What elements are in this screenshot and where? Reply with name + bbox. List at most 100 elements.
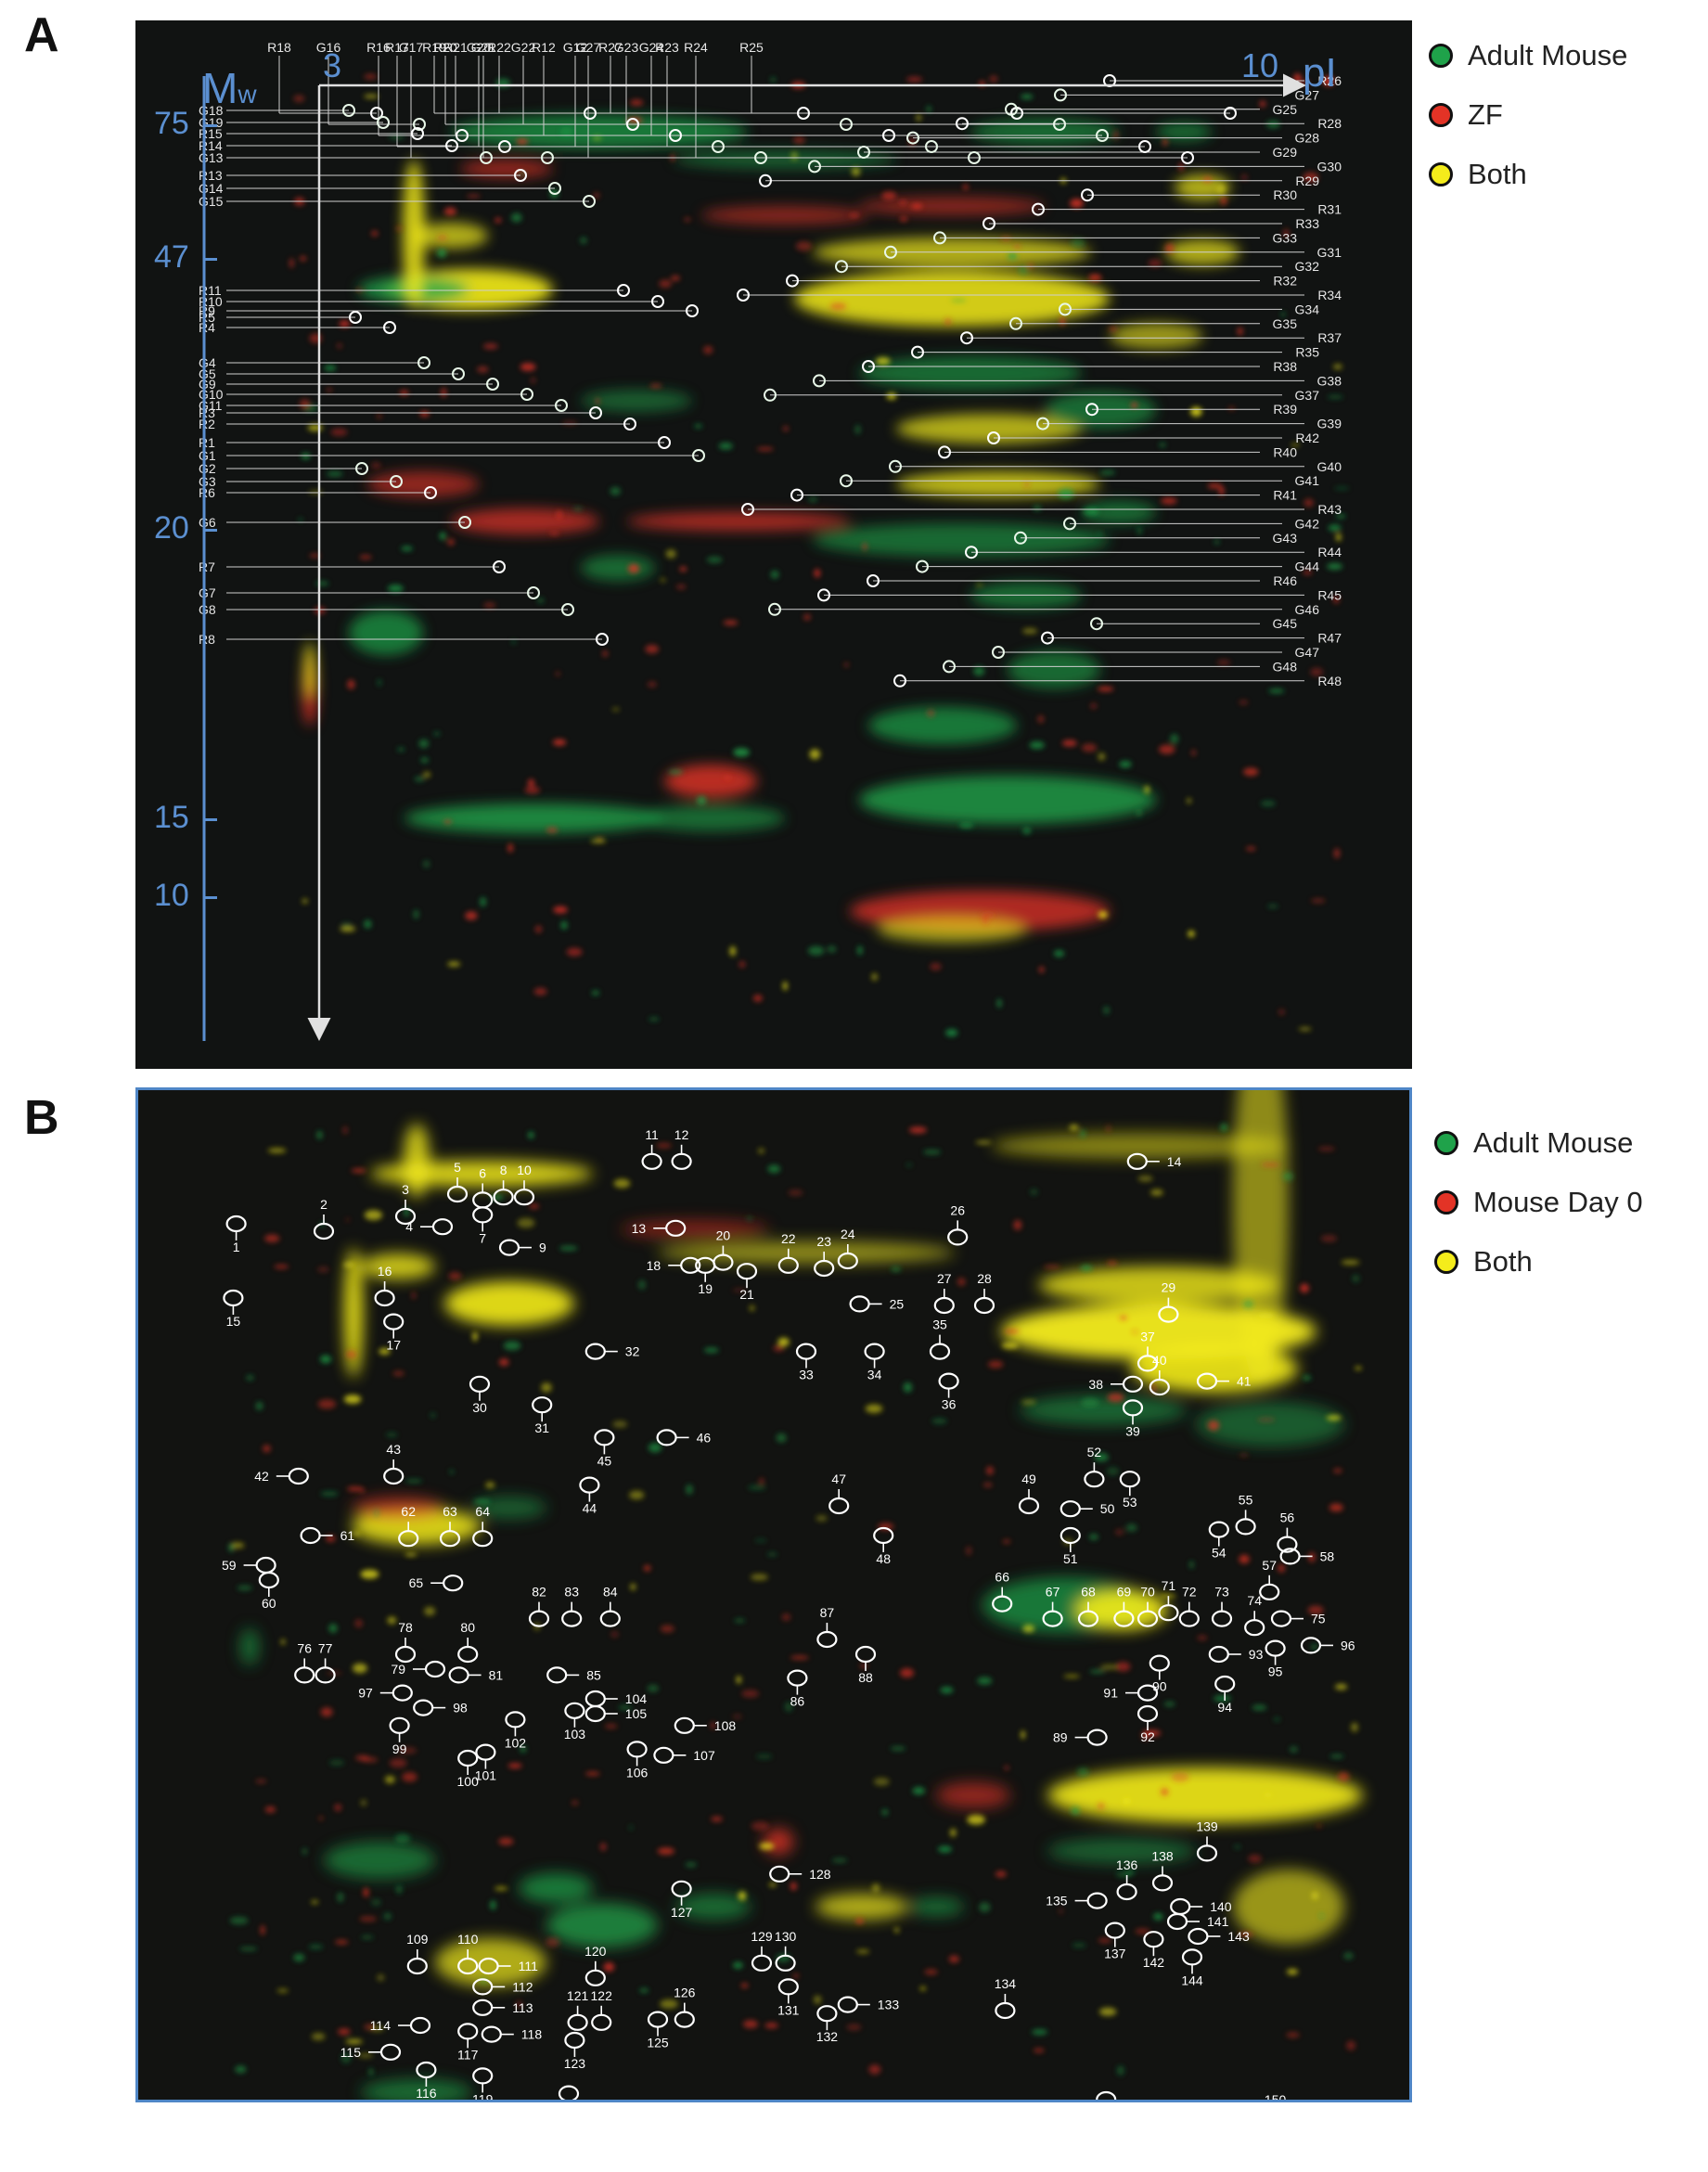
gel-speckle (795, 240, 812, 251)
spot-number: 25 (890, 1296, 905, 1311)
spot-ring (816, 1630, 838, 1649)
gel-speckle (1004, 1329, 1020, 1333)
gel-speckle (477, 366, 489, 373)
spot-marker-141: 141 (1166, 1912, 1229, 1931)
legend-b-item: Adult Mouse (1434, 1113, 1643, 1173)
gel-speckle (1100, 1664, 1119, 1670)
spot-number: 93 (1249, 1647, 1264, 1662)
gel-speckle (260, 1924, 265, 1935)
gel-speckle (752, 995, 763, 1002)
gel-speckle (718, 443, 733, 450)
spot-number: 137 (1104, 1947, 1126, 1961)
spot-label: R46 (1273, 573, 1297, 588)
spot-ring (777, 1978, 799, 1996)
spot-marker-120: 120 (584, 1944, 607, 1986)
gel-speckle (520, 1745, 527, 1753)
spot-number: 55 (1239, 1492, 1253, 1507)
spot-marker-90: 90 (1149, 1654, 1170, 1694)
gel-speckle (1216, 660, 1231, 665)
spot-number: 9 (539, 1240, 546, 1255)
gel-speckle (1207, 1420, 1220, 1431)
spot-marker (486, 378, 499, 391)
gel-speckle (1063, 1674, 1080, 1678)
gel-speckle (751, 1821, 769, 1831)
gel-speckle (593, 192, 600, 199)
spot-marker-108: 108 (674, 1716, 736, 1734)
spot-ring (1018, 1497, 1040, 1515)
gel-spot (908, 1897, 964, 1916)
gel-speckle (1303, 570, 1313, 575)
gel-speckle (368, 2067, 373, 2076)
gel-speckle (1098, 1802, 1105, 1810)
gel-speckle (1143, 1729, 1162, 1737)
gel-spot (403, 160, 425, 308)
gel-speckle (246, 1375, 254, 1381)
spot-marker-85: 85 (546, 1666, 601, 1684)
spot-label: G44 (1295, 559, 1320, 574)
spot-ring (475, 1743, 496, 1761)
gel-speckle (975, 1140, 992, 1145)
spot-number: 112 (512, 1979, 533, 1994)
gel-speckle (524, 786, 541, 794)
gel-speckle (370, 462, 381, 469)
gel-speckle (405, 1553, 417, 1557)
spot-marker-67: 67 (1042, 1585, 1063, 1627)
spot-label: G21 (471, 40, 496, 55)
spot-number: 107 (693, 1748, 715, 1763)
spot-marker (797, 107, 810, 120)
spot-label: R25 (739, 40, 764, 55)
spot-number: 103 (564, 1727, 586, 1741)
gel-speckle (1286, 2032, 1300, 2038)
spot-number: 102 (505, 1735, 527, 1750)
spot-number: 122 (591, 1988, 613, 2003)
spot-ring (392, 1684, 413, 1702)
gel-speckle (944, 318, 951, 326)
spot-label: R38 (1273, 359, 1297, 374)
gel-speckle (1291, 443, 1301, 447)
gel-speckle (1245, 846, 1256, 851)
gel-speckle (364, 919, 372, 929)
spot-ring (498, 1239, 520, 1256)
spot-marker-79: 79 (391, 1660, 446, 1678)
spot-ring (457, 1749, 479, 1767)
spot-marker-104: 104 (584, 1690, 647, 1708)
gel-speckle (875, 356, 891, 366)
gel-speckle (560, 920, 568, 930)
spot-marker-59: 59 (222, 1556, 276, 1574)
gel-speckle (815, 1515, 828, 1522)
gel-speckle (549, 532, 560, 535)
spot-ring (406, 1957, 428, 1975)
spot-marker-2: 2 (313, 1197, 335, 1240)
spot-marker-24: 24 (837, 1227, 858, 1270)
gel-speckle (1239, 1453, 1249, 1457)
gel-speckle (1097, 687, 1114, 692)
gel-speckle (1311, 1644, 1317, 1650)
spot-number: 133 (878, 1998, 900, 2012)
spot-number: 140 (1210, 1899, 1232, 1914)
gel-speckle (1098, 910, 1108, 919)
spot-label: G23 (614, 40, 639, 55)
gel-speckle (419, 411, 430, 418)
gel-speckle (473, 1498, 491, 1504)
spot-marker (445, 139, 458, 152)
spot-label: R37 (1317, 330, 1342, 345)
gel-speckle (738, 1891, 747, 1901)
spot-label: G20 (467, 40, 492, 55)
gel-speckle (1329, 1503, 1343, 1512)
spot-marker-9: 9 (498, 1239, 546, 1256)
gel-spot (1075, 1589, 1168, 1630)
spot-label: R22 (487, 40, 511, 55)
spot-number: 139 (1196, 1819, 1218, 1833)
spot-ring (258, 1571, 279, 1589)
spot-marker (1090, 617, 1103, 631)
spot-label: R2 (199, 417, 215, 431)
spot-marker-13: 13 (632, 1219, 687, 1237)
spot-ring (1137, 1355, 1159, 1372)
spot-marker-4: 4 (405, 1218, 454, 1236)
gel-speckle (1132, 1330, 1137, 1334)
gel-speckle (572, 507, 584, 511)
gel-speckle (263, 1445, 271, 1453)
gel-speckle (612, 1420, 628, 1428)
spot-label: R21 (443, 40, 468, 55)
spot-marker-3: 3 (394, 1182, 417, 1226)
